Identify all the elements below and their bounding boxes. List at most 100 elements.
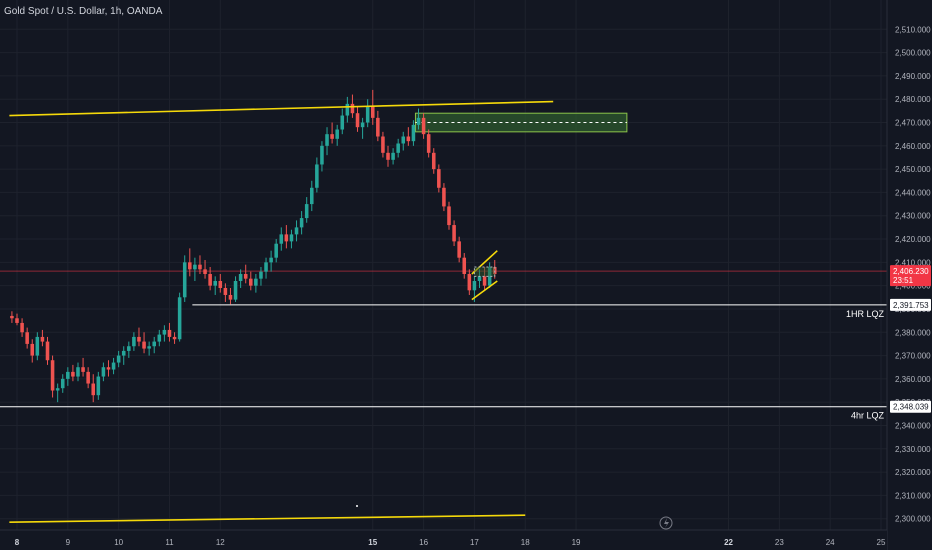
candle bbox=[304, 204, 309, 219]
chart-title: Gold Spot / U.S. Dollar, 1h, OANDA bbox=[4, 6, 163, 17]
y-tick-label: 2,330.000 bbox=[895, 445, 931, 454]
candle bbox=[355, 113, 360, 128]
candle bbox=[40, 336, 45, 342]
candle bbox=[223, 287, 228, 295]
candle bbox=[45, 341, 50, 361]
x-tick-label: 12 bbox=[216, 538, 225, 547]
countdown-label: 23:51 bbox=[893, 276, 914, 285]
candle bbox=[386, 152, 390, 160]
candle bbox=[269, 257, 273, 263]
time-axis-bg bbox=[0, 530, 887, 550]
candle bbox=[416, 117, 421, 125]
candle bbox=[208, 274, 212, 286]
candle bbox=[284, 234, 289, 242]
grid bbox=[0, 0, 887, 530]
level-price-tag bbox=[890, 298, 931, 311]
x-tick-label: 23 bbox=[775, 538, 784, 547]
candle bbox=[81, 367, 85, 372]
candle bbox=[437, 169, 441, 188]
y-tick-label: 2,340.000 bbox=[895, 421, 931, 430]
y-tick-label: 2,380.000 bbox=[895, 328, 931, 337]
price-axis[interactable]: 2,300.000 2,310.000 2,320.000 2,330.000 2,34… bbox=[886, 0, 932, 550]
candle bbox=[325, 134, 329, 146]
y-tick-label: 2,490.000 bbox=[895, 72, 931, 81]
candle bbox=[137, 336, 141, 342]
candle bbox=[177, 297, 182, 340]
y-tick-label: 2,440.000 bbox=[895, 188, 931, 197]
channel-pattern[interactable] bbox=[471, 250, 498, 301]
candle bbox=[340, 115, 345, 130]
candle bbox=[182, 262, 187, 298]
candle bbox=[376, 117, 380, 137]
candle bbox=[20, 322, 24, 333]
candle bbox=[294, 227, 299, 235]
candle bbox=[462, 257, 467, 274]
x-tick-label: 9 bbox=[66, 538, 71, 547]
candle bbox=[452, 225, 456, 242]
candle bbox=[254, 278, 258, 286]
x-tick-label: 25 bbox=[877, 538, 886, 547]
candle bbox=[330, 134, 334, 139]
y-tick-label: 2,300.000 bbox=[895, 515, 931, 524]
candle bbox=[426, 134, 431, 153]
candle bbox=[467, 274, 472, 291]
y-tick-label: 2,420.000 bbox=[895, 235, 931, 244]
time-axis[interactable]: 8 9 10 11 12 15 16 17 18 19 22 23 24 25 bbox=[0, 529, 887, 550]
candle bbox=[289, 234, 294, 242]
candle bbox=[421, 117, 426, 135]
level-label-1: 4hr LQZ bbox=[851, 411, 885, 421]
candle bbox=[457, 241, 461, 258]
candle bbox=[381, 136, 385, 153]
candle bbox=[472, 280, 477, 291]
lightning-bolt bbox=[664, 518, 669, 528]
x-tick-label: 19 bbox=[572, 538, 581, 547]
candle bbox=[411, 124, 416, 142]
candle bbox=[350, 103, 355, 114]
candle bbox=[447, 206, 451, 226]
candle bbox=[299, 218, 304, 228]
candle bbox=[60, 378, 65, 389]
candle bbox=[360, 122, 365, 128]
x-tick-label: 8 bbox=[15, 538, 20, 547]
candle bbox=[274, 243, 278, 258]
candle bbox=[86, 371, 90, 384]
y-tick-label: 2,320.000 bbox=[895, 468, 931, 477]
candle bbox=[167, 329, 172, 337]
y-tick-label: 2,430.000 bbox=[895, 212, 931, 221]
level-label-0: 1HR LQZ bbox=[846, 309, 885, 319]
x-tick-label: 22 bbox=[724, 538, 733, 547]
horizontal-levels[interactable]: 1HR LQZ 4hr LQZ bbox=[0, 270, 887, 421]
y-tick-label: 2,370.000 bbox=[895, 352, 931, 361]
y-tick-label: 2,510.000 bbox=[895, 25, 931, 34]
candle bbox=[228, 294, 233, 300]
y-tick-label: 2,360.000 bbox=[895, 375, 931, 384]
y-tick-label: 2,410.000 bbox=[895, 258, 931, 267]
candle bbox=[243, 274, 248, 279]
candle bbox=[15, 318, 19, 323]
x-tick-label: 18 bbox=[521, 538, 530, 547]
chart-extras bbox=[356, 505, 673, 530]
x-tick-label: 17 bbox=[470, 538, 479, 547]
candle bbox=[406, 136, 411, 142]
supply-zone[interactable] bbox=[414, 112, 628, 133]
current-price-label: 2,406.230 bbox=[893, 267, 929, 276]
x-tick-label: 15 bbox=[368, 538, 377, 547]
x-tick-label: 11 bbox=[165, 538, 174, 547]
candle bbox=[193, 264, 197, 270]
trendlines[interactable] bbox=[9, 100, 554, 523]
candle bbox=[431, 152, 436, 170]
candle bbox=[309, 187, 314, 205]
level-price-tag bbox=[890, 400, 931, 413]
candle bbox=[477, 276, 482, 281]
candle bbox=[147, 346, 151, 349]
candle bbox=[96, 376, 101, 396]
candle bbox=[198, 264, 202, 270]
candle bbox=[320, 145, 324, 165]
candle bbox=[76, 367, 80, 377]
y-tick-label: 2,400.000 bbox=[895, 282, 931, 291]
candle bbox=[213, 280, 217, 286]
candle bbox=[249, 278, 253, 286]
channel-line-1 bbox=[471, 280, 498, 301]
